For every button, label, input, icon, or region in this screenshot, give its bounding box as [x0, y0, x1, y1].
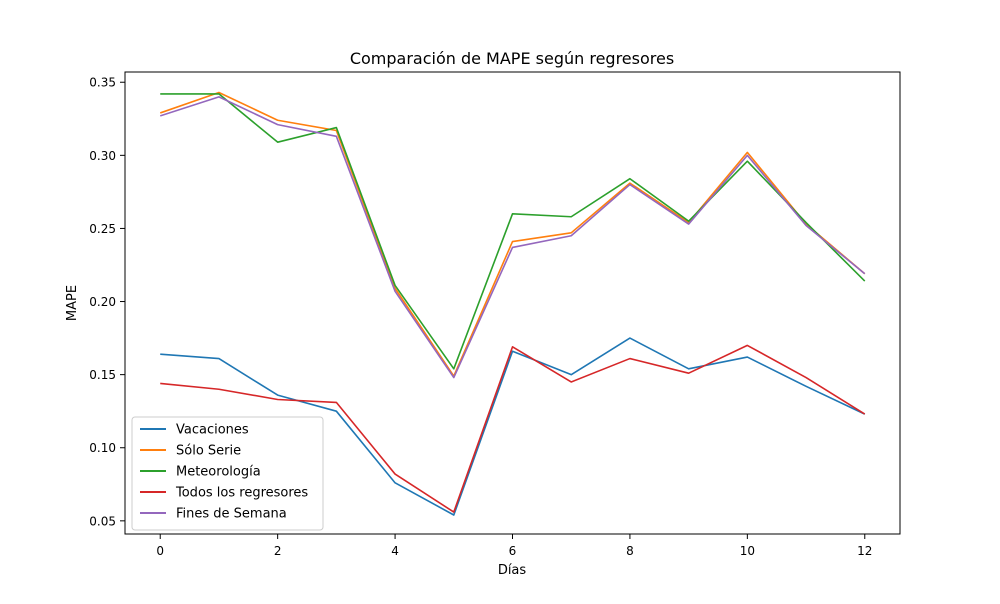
- x-axis: 0 2 4 6 8 10 12: [156, 534, 872, 558]
- legend-label: Todos los regresores: [175, 486, 308, 501]
- legend-item-fines-de-semana: Fines de Semana: [140, 507, 287, 522]
- legend-label: Fines de Semana: [176, 507, 287, 522]
- chart-title: Comparación de MAPE según regresores: [350, 49, 674, 68]
- legend-label: Meteorología: [176, 465, 261, 480]
- legend-item-meteorologia: Meteorología: [140, 465, 261, 480]
- x-axis-label: Días: [498, 563, 527, 578]
- legend-item-solo-serie: Sólo Serie: [140, 444, 241, 459]
- legend-box: [131, 416, 324, 531]
- x-tick-label: 8: [626, 544, 634, 558]
- series-line-solo-serie: [159, 91, 866, 377]
- legend-item-todos-los-regresores: Todos los regresores: [140, 486, 308, 501]
- y-tick-label: 0.10: [89, 441, 116, 455]
- legend: Vacaciones Sólo Serie Meteorología Todos lo…: [131, 416, 324, 531]
- series-line-meteorologia: [160, 93, 866, 370]
- series-line-vacaciones: [160, 337, 866, 516]
- x-tick-label: 10: [740, 544, 755, 558]
- x-tick-label: 0: [156, 544, 164, 558]
- y-tick-label: 0.25: [89, 222, 116, 236]
- y-tick-label: 0.30: [89, 149, 116, 163]
- y-tick-label: 0.15: [89, 368, 116, 382]
- y-axis: 0.05 0.10 0.15 0.20 0.25 0.30 0.35: [89, 76, 125, 528]
- plot-lines: [159, 91, 866, 516]
- x-tick-label: 12: [857, 544, 872, 558]
- legend-label: Sólo Serie: [176, 444, 241, 459]
- plot-frame: [124, 71, 901, 535]
- x-tick-label: 6: [509, 544, 517, 558]
- legend-item-vacaciones: Vacaciones: [140, 423, 249, 438]
- series-line-todos-los-regresores: [160, 344, 866, 513]
- y-tick-label: 0.35: [89, 76, 116, 90]
- y-tick-label: 0.05: [89, 514, 116, 528]
- x-tick-label: 4: [391, 544, 399, 558]
- legend-label: Vacaciones: [176, 423, 249, 438]
- x-tick-label: 2: [274, 544, 282, 558]
- y-tick-label: 0.20: [89, 295, 116, 309]
- series-line-fines-de-semana: [159, 96, 866, 379]
- y-axis-label: MAPE: [65, 285, 80, 321]
